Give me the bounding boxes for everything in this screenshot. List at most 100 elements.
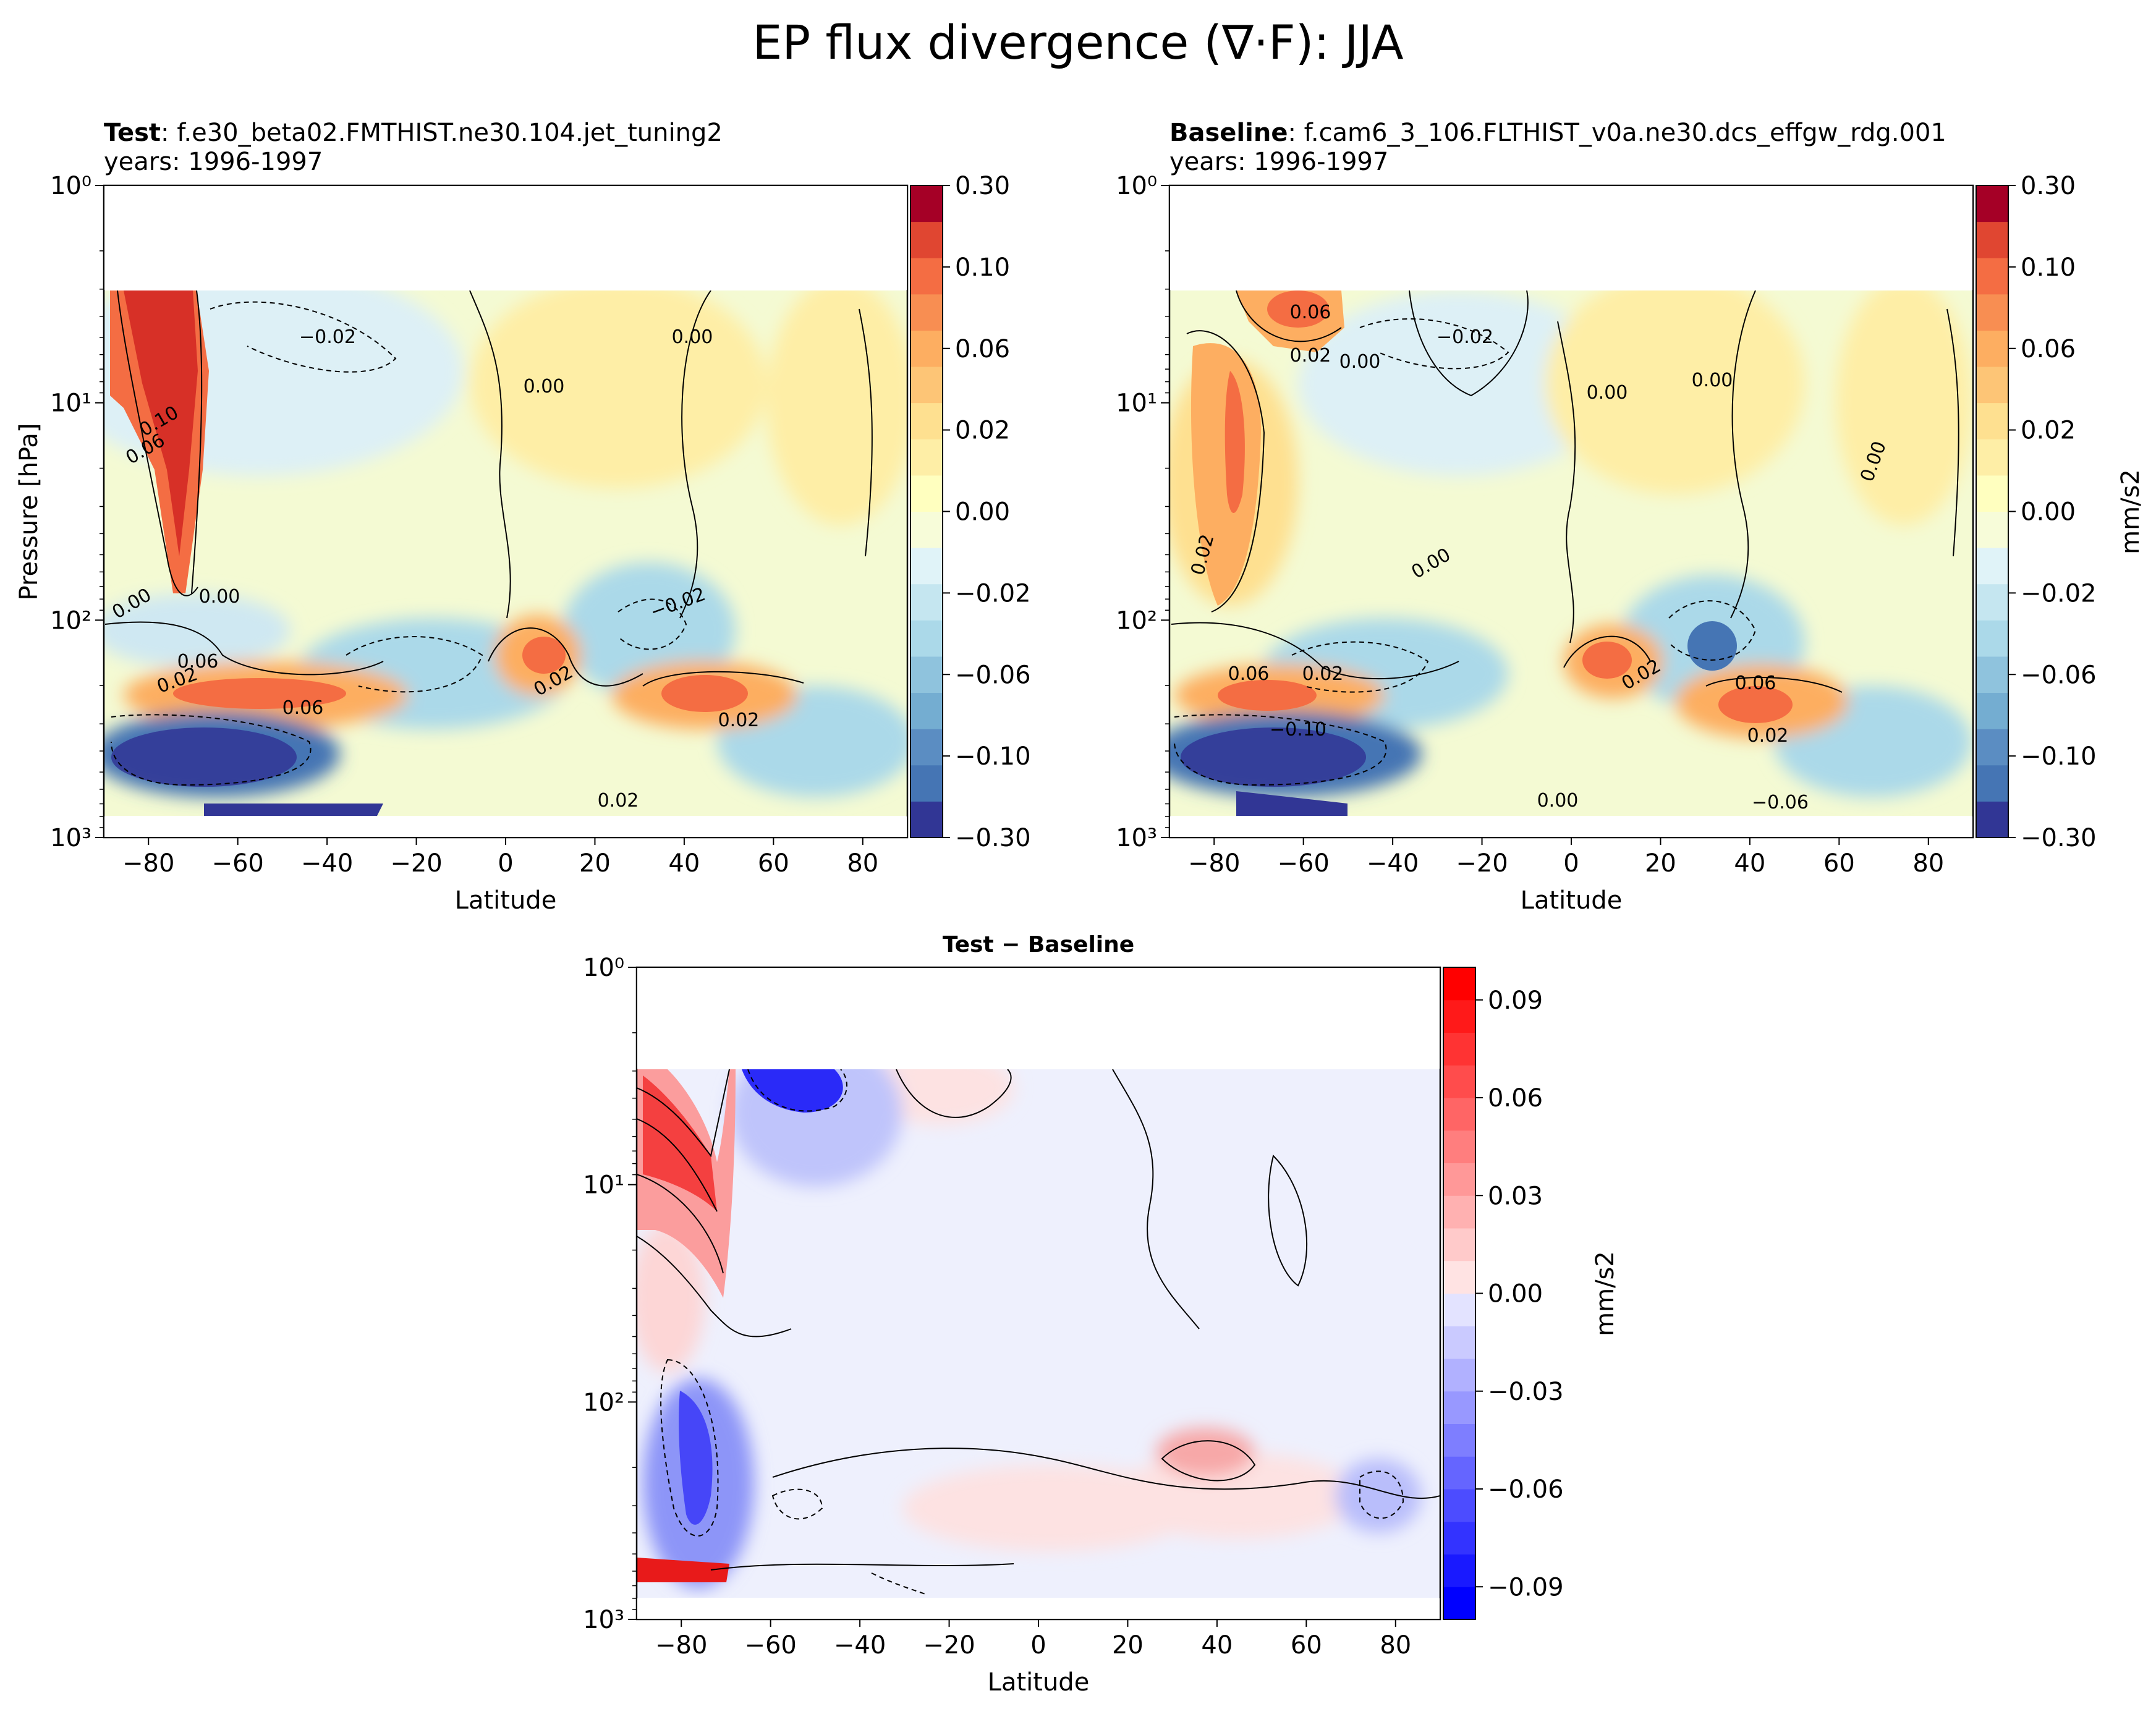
baseline-colorbar-block (1976, 583, 2008, 621)
test-colorbar-block (910, 656, 943, 693)
difference-colorbar-tick-label: 0.00 (1488, 1280, 1543, 1308)
test-colorbar-block (910, 729, 943, 766)
difference-colorbar-block (1443, 1228, 1475, 1262)
baseline-y-tick-label: 10⁰ (1116, 172, 1157, 200)
baseline-colorbar-label: mm/s2 (2116, 469, 2145, 554)
diff-bottom-red (637, 1558, 729, 1582)
baseline-colorbar-block (1976, 294, 2008, 331)
test-contour-label: 0.00 (672, 326, 713, 348)
baseline-colorbar-tick-label: −0.30 (2021, 824, 2097, 852)
test-contour-label: 0.06 (282, 697, 324, 719)
baseline-colorbar-block (1976, 729, 2008, 766)
baseline-colorbar-tick-label: 0.30 (2021, 172, 2076, 200)
baseline-colorbar-block (1976, 330, 2008, 367)
baseline-x-tick-label: −20 (1456, 849, 1508, 878)
test-colorbar-tick-label: −0.30 (955, 824, 1031, 852)
difference-colorbar-tick-label: 0.06 (1488, 1084, 1543, 1113)
test-x-ticks: −80 −60 −40 −20 0 20 40 60 80 (122, 838, 878, 878)
test-title-bold: Test (104, 119, 161, 147)
test-xlabel: Latitude (455, 886, 557, 915)
difference-contours (637, 1069, 1440, 1571)
test-upper-yellow (470, 290, 766, 488)
baseline-upper-orange-core (1267, 290, 1329, 328)
test-contour-label: 0.02 (598, 790, 639, 812)
baseline-contour-label: 0.02 (1302, 663, 1344, 685)
baseline-y-ticks: 10⁰ 10¹ 10² 10³ (1116, 172, 1169, 852)
test-colorbar-block (910, 294, 943, 331)
baseline-contour-label: −0.10 (1270, 719, 1326, 740)
test-colorbar-block (910, 221, 943, 258)
test-x-tick-label: −60 (211, 849, 263, 878)
baseline-upper-yellow (1545, 290, 1805, 494)
difference-x-tick-label: −20 (923, 1631, 975, 1660)
test-x-tick-label: 0 (498, 849, 513, 878)
baseline-colorbar: 0.30 0.10 0.06 0.02 0.00 −0.02 −0.06 −0.10 −0.30… (1976, 172, 2145, 852)
difference-missing-bottom (637, 1598, 1440, 1619)
test-colorbar: 0.30 0.10 0.06 0.02 0.00 −0.02 −0.06 −0.10 −0.30 (910, 172, 1031, 852)
difference-x-tick-label: 60 (1291, 1631, 1322, 1660)
baseline-eq-orange-core (1582, 642, 1632, 679)
baseline-colorbar-tick-label: 0.02 (2021, 417, 2076, 445)
baseline-colorbar-tick-label: 0.00 (2021, 498, 2076, 527)
diff-right-blue (1335, 1459, 1422, 1533)
baseline-title: Baseline: f.cam6_3_106.FLTHIST_v0a.ne30.… (1169, 119, 1946, 147)
difference-colorbar-block (1443, 1391, 1475, 1424)
baseline-contour-label: 0.06 (1290, 302, 1331, 323)
test-x-tick-label: −20 (390, 849, 442, 878)
test-low-blue-band (104, 593, 291, 668)
baseline-x-tick-label: −80 (1188, 849, 1240, 878)
baseline-colorbar-block (1976, 620, 2008, 657)
test-colorbar-tick-label: −0.06 (955, 661, 1031, 689)
baseline-xlabel: Latitude (1521, 886, 1623, 915)
baseline-colorbar-block (1976, 511, 2008, 548)
baseline-x-tick-label: −40 (1367, 849, 1419, 878)
difference-colorbar-tick-label: −0.03 (1488, 1378, 1564, 1406)
baseline-upper-pale-blue (1298, 290, 1619, 476)
figure-title: EP flux divergence (∇·F): JJA (752, 15, 1403, 70)
test-ylabel: Pressure [hPa] (15, 423, 43, 601)
difference-colorbar-block (1443, 1032, 1475, 1066)
baseline-colorbar-block (1976, 367, 2008, 404)
test-y-tick-label: 10³ (50, 824, 91, 852)
baseline-x-tick-label: 80 (1912, 849, 1944, 878)
test-x-tick-label: 20 (579, 849, 611, 878)
diff-mid-pink-2 (1113, 1452, 1360, 1539)
difference-colorbar-tick-label: 0.03 (1488, 1182, 1543, 1210)
test-colorbar-block (910, 475, 943, 512)
baseline-contour-labels: 0.060.02 0.00−0.020.000.000.000.02 0.000.0… (1187, 302, 1891, 813)
difference-colorbar-label: mm/s2 (1591, 1251, 1619, 1336)
baseline-title-bold: Baseline (1169, 119, 1288, 147)
baseline-colorbar-block (1976, 258, 2008, 295)
test-contours (104, 290, 873, 687)
test-y-tick-label: 10⁰ (50, 172, 91, 200)
baseline-colorbar-block (1976, 548, 2008, 585)
baseline-colorbar-tick-label: −0.02 (2021, 579, 2097, 608)
baseline-colorbar-block (1976, 185, 2008, 223)
test-polar-jet-core (124, 290, 198, 556)
diff-left-blue-core (679, 1391, 713, 1525)
baseline-colorbar-tick-label: −0.06 (2021, 661, 2097, 689)
baseline-sh-column-core (1224, 371, 1245, 513)
test-x-tick-label: 80 (847, 849, 878, 878)
difference-y-ticks: 10⁰ 10¹ 10² 10³ (583, 954, 637, 1634)
difference-x-tick-label: −40 (834, 1631, 886, 1660)
test-colorbar-block (910, 402, 943, 439)
baseline-contour-label: 0.00 (1587, 382, 1628, 404)
baseline-contour-label: 0.00 (1537, 790, 1579, 812)
difference-colorbar-tick-label: −0.06 (1488, 1475, 1564, 1504)
test-subtitle: years: 1996-1997 (104, 148, 323, 176)
test-colorbar-tick-label: 0.06 (955, 335, 1010, 363)
baseline-contour-label: 0.02 (1290, 345, 1331, 367)
difference-colorbar: 0.09 0.06 0.03 0.00 −0.03 −0.06 −0.09 mm/s2 (1443, 967, 1619, 1620)
difference-x-tick-label: 20 (1112, 1631, 1144, 1660)
baseline-colorbar-block (1976, 402, 2008, 439)
test-colorbar-tick-label: −0.02 (955, 579, 1031, 608)
test-colorbar-block (910, 692, 943, 729)
difference-colorbar-tick-label: −0.09 (1488, 1573, 1564, 1601)
baseline-colorbar-block (1976, 801, 2008, 838)
difference-colorbar-block (1443, 1521, 1475, 1554)
difference-missing-top (637, 968, 1440, 1069)
baseline-title-rest: : f.cam6_3_106.FLTHIST_v0a.ne30.dcs_effg… (1288, 119, 1946, 147)
test-contour-label: −0.02 (299, 326, 356, 348)
difference-x-tick-label: 0 (1030, 1631, 1046, 1660)
